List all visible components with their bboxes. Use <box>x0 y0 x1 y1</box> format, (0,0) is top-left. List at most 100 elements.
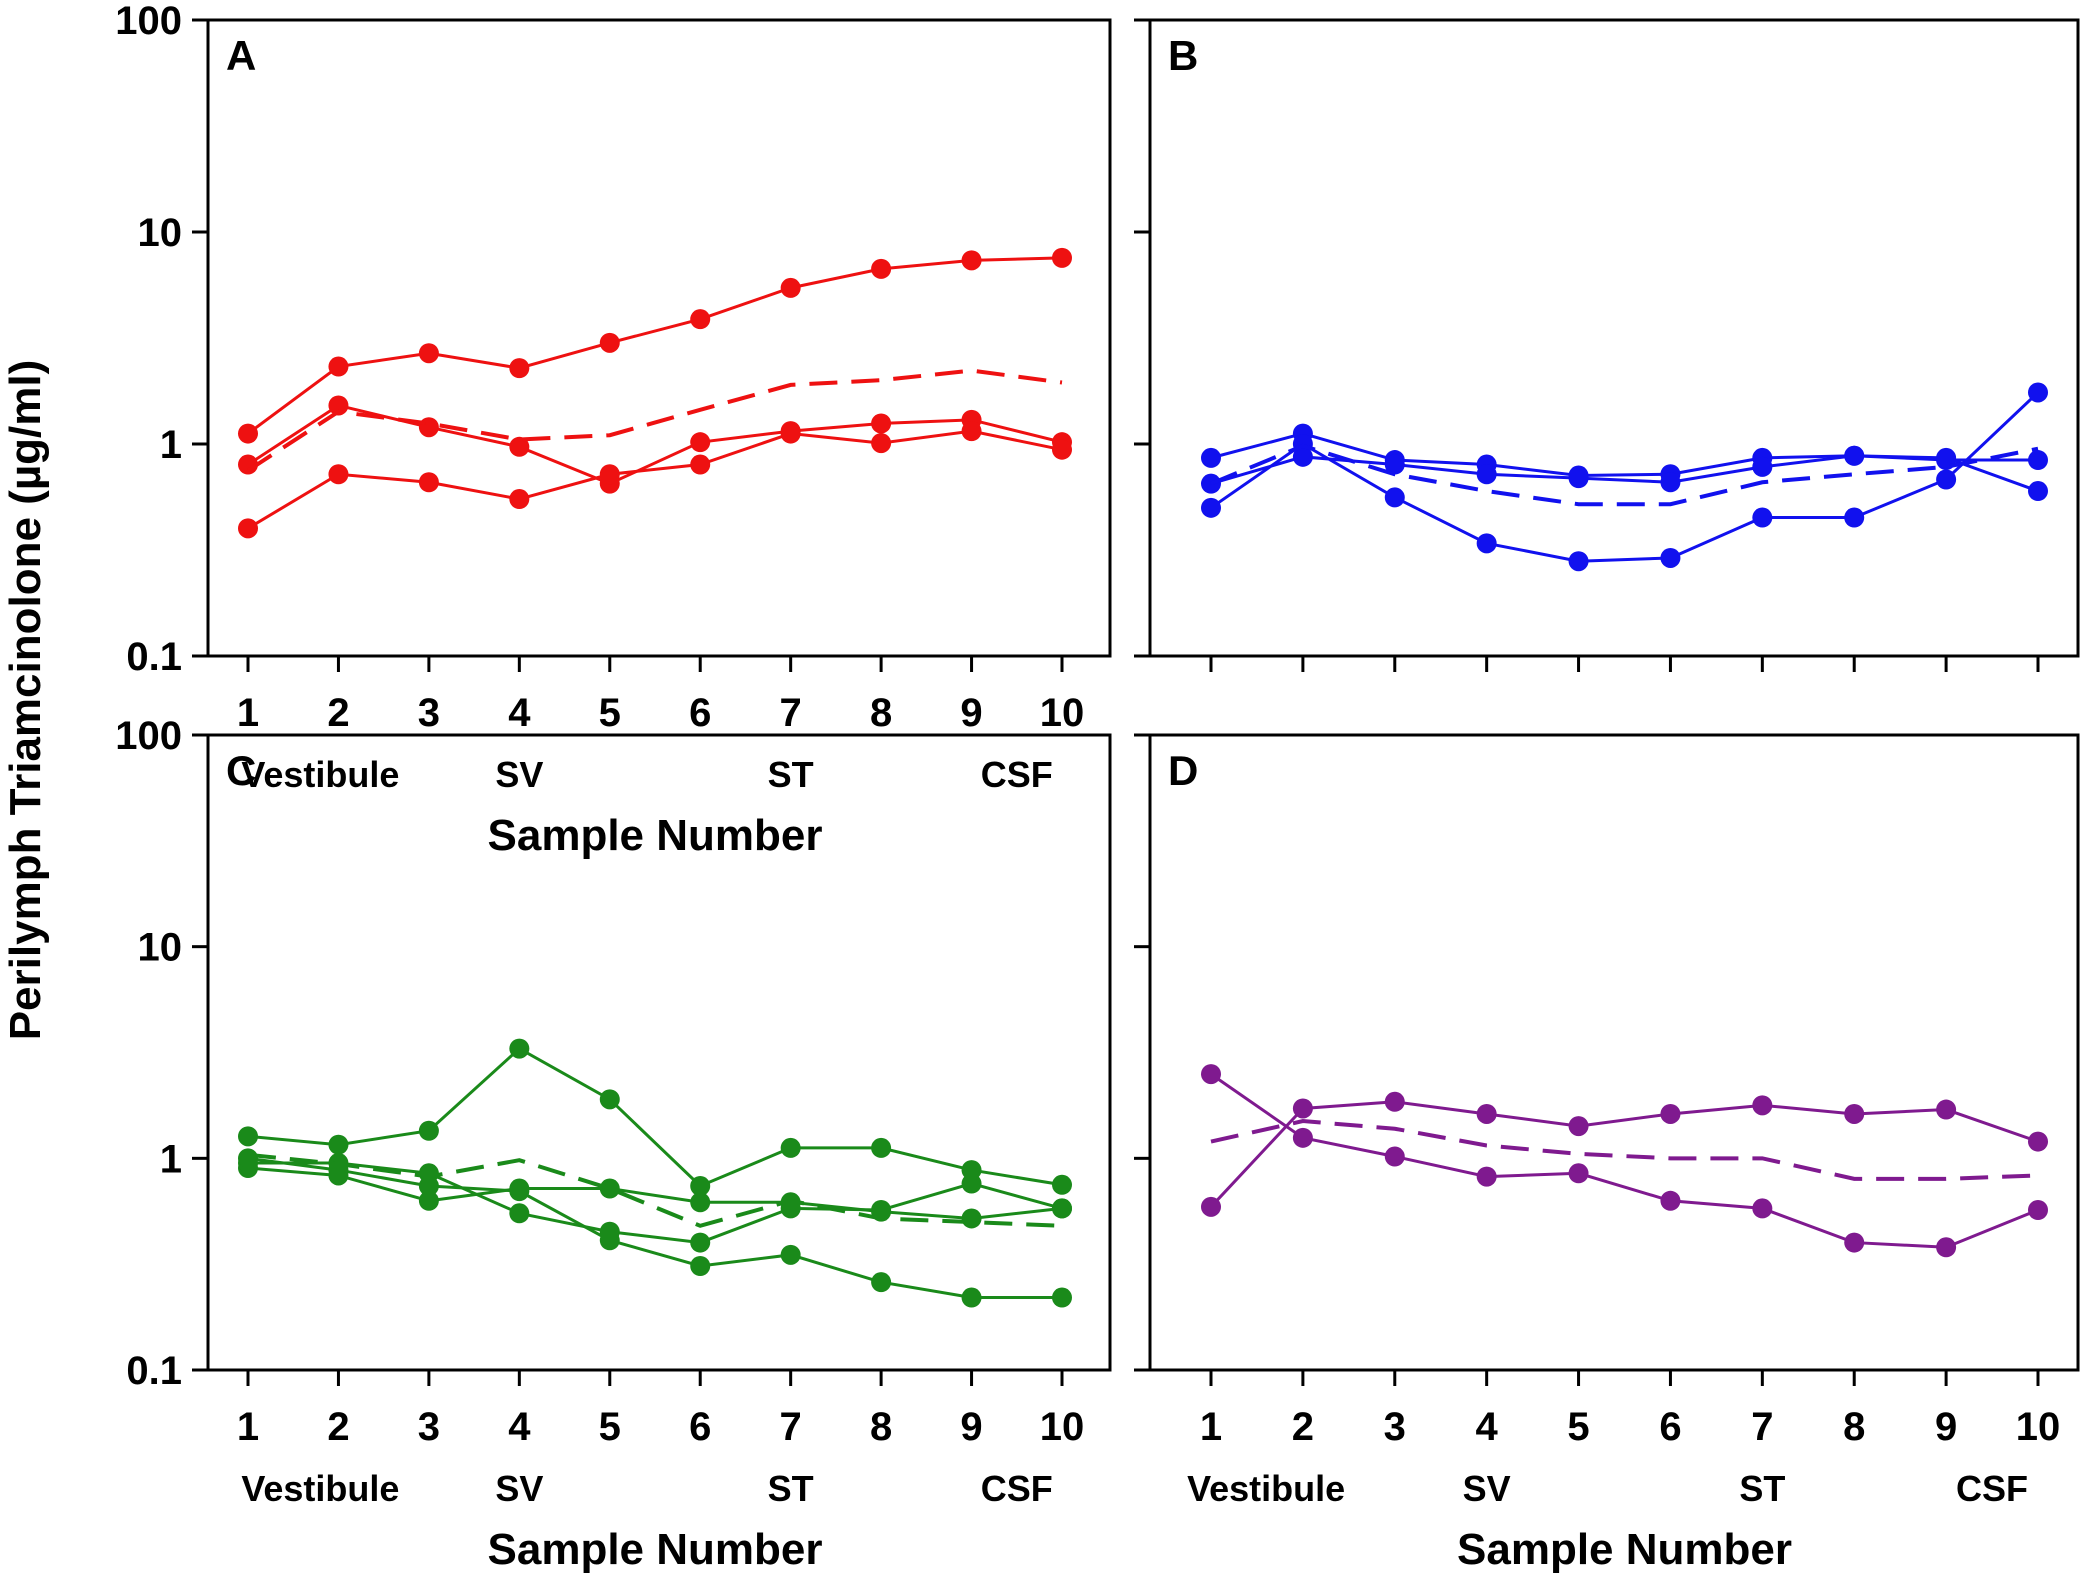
data-point <box>328 395 349 416</box>
data-point <box>1568 468 1589 489</box>
x-tick-label: 9 <box>960 1405 982 1449</box>
y-tick-label: 10 <box>138 211 183 255</box>
data-point <box>690 432 711 453</box>
x-tick-label: 1 <box>237 1405 259 1449</box>
data-point <box>780 1137 801 1158</box>
data-point <box>961 250 982 271</box>
data-point <box>328 464 349 485</box>
data-point <box>599 1089 620 1110</box>
data-point <box>1660 472 1681 493</box>
data-point <box>1844 445 1865 466</box>
data-point <box>1936 1099 1957 1120</box>
x-tick-label: 3 <box>418 691 440 735</box>
data-point <box>1660 547 1681 568</box>
data-point <box>1052 1198 1072 1219</box>
data-point <box>2028 1131 2048 1152</box>
x-tick-label: 5 <box>1567 1405 1589 1449</box>
panel-letter: B <box>1168 32 1198 79</box>
data-point <box>780 277 801 298</box>
data-point <box>1476 464 1497 485</box>
data-point <box>1752 507 1773 528</box>
y-tick-label: 100 <box>115 714 182 758</box>
plot-frame-c <box>206 733 1112 1372</box>
data-point <box>1568 1116 1589 1137</box>
panel-b: B <box>1134 18 2080 672</box>
data-point <box>690 309 711 330</box>
region-label: ST <box>768 754 814 795</box>
data-point <box>328 356 349 377</box>
data-point <box>690 1232 711 1253</box>
x-tick-label: 2 <box>1292 1405 1314 1449</box>
region-label: Vestibule <box>1187 1468 1345 1509</box>
series-line-ear3 <box>247 429 1063 530</box>
x-axis-title: Sample Number <box>488 811 823 860</box>
data-point <box>238 423 258 444</box>
y-tick-label: 100 <box>115 0 182 43</box>
data-point <box>2028 1200 2048 1221</box>
x-tick-label: 7 <box>780 691 802 735</box>
data-point <box>418 1190 439 1211</box>
x-tick-label: 6 <box>1659 1405 1681 1449</box>
x-tick-label: 5 <box>599 1405 621 1449</box>
data-point <box>961 1173 982 1194</box>
data-point <box>871 433 892 454</box>
x-tick-label: 4 <box>508 1405 531 1449</box>
data-point <box>328 1134 349 1155</box>
x-tick-label: 8 <box>870 1405 892 1449</box>
region-label: ST <box>768 1468 814 1509</box>
data-point <box>961 1287 982 1308</box>
plot-frame-b <box>1148 18 2080 658</box>
region-label: SV <box>495 754 543 795</box>
x-tick-label: 8 <box>870 691 892 735</box>
data-point <box>1384 1091 1405 1112</box>
plot-frame-d <box>1148 733 2080 1372</box>
x-axis-title: Sample Number <box>1457 1525 1792 1574</box>
data-point <box>1936 1237 1957 1258</box>
series-line-ear1 <box>1210 1072 2039 1249</box>
data-point <box>599 1178 620 1199</box>
y-axis-title: Perilymph Triamcinolone (µg/ml) <box>1 360 50 1041</box>
data-point <box>690 1176 711 1197</box>
data-point <box>1384 487 1405 508</box>
plot-frame-a <box>206 18 1112 658</box>
data-point <box>1384 1146 1405 1167</box>
data-point <box>780 423 801 444</box>
data-point <box>1201 497 1221 518</box>
x-tick-label: 10 <box>1040 691 1085 735</box>
x-tick-label: 3 <box>418 1405 440 1449</box>
series-line-mean <box>247 1152 1063 1228</box>
data-point <box>599 1230 620 1251</box>
data-point <box>509 358 530 379</box>
series-line-ear1 <box>247 1046 1063 1188</box>
series-line-ear4 <box>247 1156 1062 1300</box>
data-point <box>1052 1174 1072 1195</box>
x-tick-label: 1 <box>237 691 259 735</box>
region-label: SV <box>495 1468 543 1509</box>
panel-d: 1 2 3 4 5 6 7 8 9 10 Vestibule SV ST CSF Sample Number… <box>1134 733 2080 1574</box>
data-point <box>1292 1127 1313 1148</box>
data-point <box>238 1126 258 1147</box>
data-point <box>1660 1190 1681 1211</box>
data-point <box>2028 481 2048 502</box>
series-line-mean <box>246 368 1063 473</box>
x-tick-label: 9 <box>1935 1405 1957 1449</box>
data-point <box>509 1203 530 1224</box>
data-point <box>418 1120 439 1141</box>
data-point <box>1201 1196 1221 1217</box>
data-point <box>1384 454 1405 475</box>
series-line-ear2 <box>1209 1100 2039 1208</box>
data-point <box>238 1148 258 1169</box>
data-point <box>1752 1095 1773 1116</box>
y-tick-label: 10 <box>138 926 183 970</box>
data-point <box>1936 469 1957 490</box>
x-tick-label: 8 <box>1843 1405 1865 1449</box>
region-label: CSF <box>1956 1468 2028 1509</box>
y-tick-label: 0.1 <box>126 635 182 679</box>
x-axis-title: Sample Number <box>488 1525 823 1574</box>
data-point <box>1568 1163 1589 1184</box>
series-line-ear1 <box>247 256 1063 435</box>
data-point <box>2028 450 2048 471</box>
data-point <box>1936 447 1957 468</box>
panel-c: 0.1 1 10 100 1 2 3 4 5 6 7 8 9 10 Vestibule SV ST CSF Samp… <box>115 714 1112 1574</box>
